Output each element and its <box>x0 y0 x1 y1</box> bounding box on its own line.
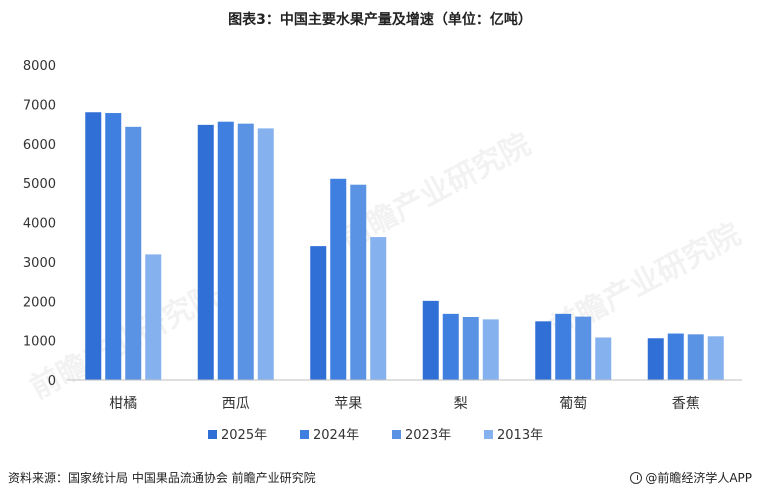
x-tick-label: 柑橘 <box>109 396 137 412</box>
bar <box>217 121 234 380</box>
y-tick-label: 0 <box>48 374 56 389</box>
bar <box>197 124 214 380</box>
y-axis: 0 1000 2000 3000 4000 5000 6000 7000 8000 <box>23 59 56 389</box>
bar <box>647 338 664 380</box>
x-tick-label: 香蕉 <box>672 396 700 412</box>
brand-text: @前瞻经济学人APP <box>645 471 752 485</box>
y-tick-label: 7000 <box>23 98 56 113</box>
legend-label: 2024年 <box>313 428 359 443</box>
bar <box>350 184 367 380</box>
bar <box>370 237 387 380</box>
bar <box>535 321 552 380</box>
bar <box>482 319 499 380</box>
legend-swatch <box>392 430 401 439</box>
bar <box>707 336 724 380</box>
bar <box>442 313 459 380</box>
bar <box>330 178 347 380</box>
bar <box>145 254 162 380</box>
source-note: 资料来源：国家统计局 中国果品流通协会 前瞻产业研究院 <box>8 471 316 485</box>
bar <box>667 333 684 380</box>
x-axis: 柑橘 西瓜 苹果 梨 葡萄 香蕉 <box>67 379 742 412</box>
legend-swatch <box>300 430 309 439</box>
legend-label: 2025年 <box>221 428 267 443</box>
y-tick-label: 3000 <box>23 256 56 271</box>
bar <box>555 313 572 380</box>
y-tick-label: 5000 <box>23 177 56 192</box>
bar <box>125 126 142 380</box>
y-tick-label: 6000 <box>23 138 56 153</box>
bar <box>575 316 592 380</box>
y-tick-label: 8000 <box>23 59 56 74</box>
chart-title: 图表3：中国主要水果产量及增速（单位：亿吨） <box>228 11 532 28</box>
bar <box>310 246 327 380</box>
bars <box>85 112 724 380</box>
x-tick-label: 葡萄 <box>559 396 587 412</box>
y-tick-label: 2000 <box>23 295 56 310</box>
bar <box>595 337 612 380</box>
legend: 2025年 2024年 2023年 2013年 <box>208 428 543 443</box>
bar <box>237 123 254 380</box>
x-tick-label: 西瓜 <box>222 396 250 412</box>
brand-note: @前瞻经济学人APP <box>630 469 752 486</box>
y-tick-label: 1000 <box>23 335 56 350</box>
x-tick-label: 苹果 <box>334 396 362 412</box>
legend-swatch <box>484 430 493 439</box>
legend-label: 2023年 <box>405 428 451 443</box>
bar <box>422 300 439 380</box>
y-tick-label: 4000 <box>23 217 56 232</box>
bar <box>687 334 704 380</box>
watermark-text: 前瞻产业研究院 <box>545 217 747 346</box>
x-tick-label: 梨 <box>454 396 468 412</box>
bar <box>462 317 479 380</box>
legend-label: 2013年 <box>497 428 543 443</box>
brand-logo-icon <box>630 471 643 484</box>
bar <box>257 128 274 380</box>
bar <box>85 112 102 380</box>
legend-swatch <box>208 430 217 439</box>
bar <box>105 113 122 380</box>
